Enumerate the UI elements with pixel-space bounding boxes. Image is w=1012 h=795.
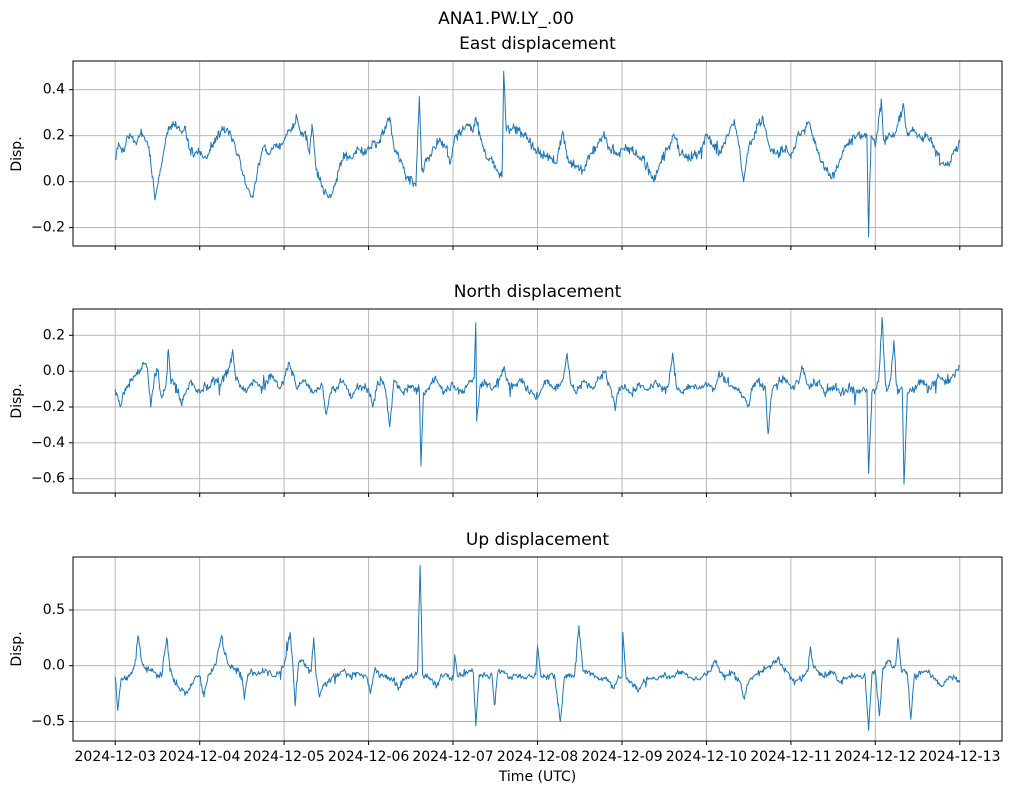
subplot-title-up: Up displacement: [465, 530, 610, 550]
subplot-north-displacement: 0.2 0.0 −0.2 −0.4 −0.6: [31, 308, 1003, 497]
y-tick-label: −0.6: [31, 471, 65, 487]
y-tick-label: 0.5: [43, 602, 65, 618]
x-tick-label: 2024-12-04: [159, 749, 240, 765]
series-line-north-displacement: [114, 316, 960, 485]
y-tick-label: −0.5: [31, 714, 65, 730]
tick-marks: [69, 89, 961, 250]
y-axis-label-north: Disp.: [9, 383, 25, 419]
figure-title: ANA1.PW.LY_.00: [438, 9, 574, 29]
y-tick-label: 0.2: [43, 128, 65, 144]
x-tick-label: 2024-12-10: [666, 749, 747, 765]
gridlines: [73, 61, 1002, 246]
gridlines: [73, 309, 1002, 493]
subplot-title-north: North displacement: [453, 282, 622, 302]
x-tick-label: 2024-12-08: [497, 749, 578, 765]
tick-marks: [69, 609, 961, 745]
y-tick-label: 0.0: [43, 174, 65, 190]
y-tick-label: 0.4: [43, 82, 65, 98]
x-tick-label: 2024-12-11: [750, 749, 831, 765]
series-line-up-displacement: [114, 564, 961, 731]
y-tick-label: 0.0: [43, 363, 65, 379]
y-tick-label: 0.0: [43, 658, 65, 674]
y-axis-label-east: Disp.: [9, 135, 25, 172]
x-tick-label: 2024-12-05: [243, 749, 324, 765]
y-tick-label: −0.4: [31, 435, 65, 451]
y-tick-label: −0.2: [31, 220, 65, 236]
tick-marks: [69, 334, 961, 497]
x-tick-label: 2024-12-07: [412, 749, 493, 765]
y-tick-label: 0.2: [43, 327, 65, 343]
y-tick-label: −0.2: [31, 399, 65, 415]
subplot-title-east: East displacement: [459, 34, 616, 54]
x-tick-label: 2024-12-03: [75, 749, 156, 765]
y-axis-label-up: Disp.: [9, 631, 25, 667]
subplot-up-displacement: 2024-12-03 2024-12-04 2024-12-05 2024-12-06…: [31, 556, 1003, 765]
subplot-east-displacement: 0.4 0.2 0.0 −0.2: [31, 60, 1003, 250]
x-tick-label: 2024-12-13: [919, 749, 1000, 765]
x-tick-label: 2024-12-09: [581, 749, 662, 765]
series-line-east-displacement: [114, 70, 961, 238]
x-tick-label: 2024-12-12: [835, 749, 916, 765]
x-axis-label: Time (UTC): [498, 769, 577, 785]
x-tick-label: 2024-12-06: [328, 749, 409, 765]
gridlines: [73, 557, 1002, 741]
